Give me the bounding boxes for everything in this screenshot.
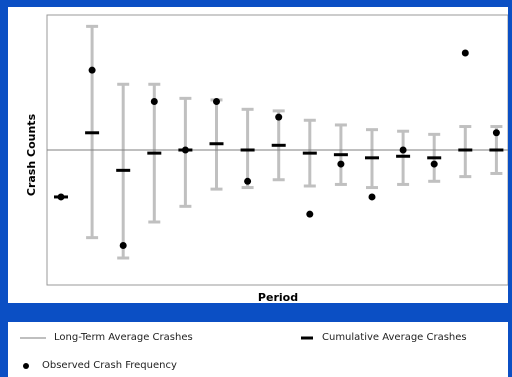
observed-crash-point-6 — [213, 97, 220, 105]
legend-label-cumulative: Cumulative Average Crashes — [322, 332, 467, 343]
legend-label-long-term: Long-Term Average Crashes — [54, 332, 193, 343]
observed-crash-point-15 — [492, 129, 500, 137]
y-axis-label: Crash Counts — [25, 113, 38, 196]
observed-crash-point-8 — [275, 113, 283, 121]
observed-crash-point-9 — [306, 210, 314, 218]
observed-crash-point-1 — [57, 193, 65, 201]
legend-item-observed: Observed Crash Frequency — [20, 360, 177, 371]
observed-crash-point-7 — [244, 177, 252, 185]
legend-label-observed: Observed Crash Frequency — [42, 360, 177, 371]
observed-crash-point-13 — [430, 160, 438, 168]
observed-crash-point-12 — [399, 146, 407, 154]
observed-crash-point-5 — [181, 146, 189, 154]
legend-dot-swatch — [23, 362, 29, 369]
observed-crash-point-2 — [88, 66, 96, 74]
observed-crash-point-4 — [150, 97, 158, 105]
observed-crash-point-14 — [461, 49, 469, 57]
chart-frame: Crash Counts Period — [8, 7, 508, 303]
observed-crash-point-10 — [337, 160, 345, 168]
observed-crash-point-11 — [368, 193, 376, 201]
legend-item-long-term: Long-Term Average Crashes — [20, 332, 193, 343]
observed-crash-point-3 — [119, 241, 127, 249]
legend: Long-Term Average Crashes Cumulative Ave… — [8, 322, 508, 377]
legend-line-swatch — [20, 337, 46, 338]
legend-item-cumulative: Cumulative Average Crashes — [300, 332, 467, 343]
plot-layer — [47, 24, 508, 260]
legend-dash-swatch — [301, 336, 313, 339]
x-axis-label: Period — [258, 291, 298, 303]
chart-svg: Crash Counts Period — [25, 14, 508, 303]
